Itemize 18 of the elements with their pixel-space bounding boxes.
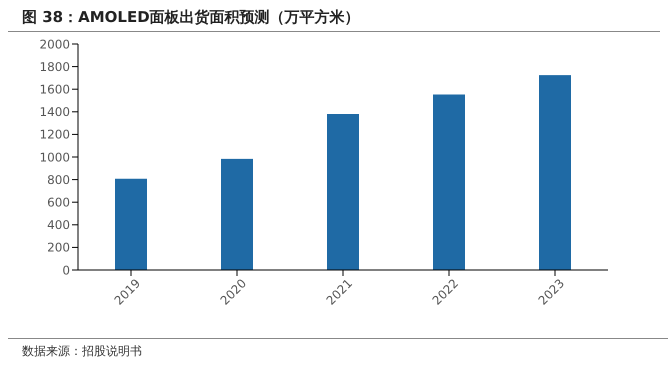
y-tick-label: 800 — [47, 172, 70, 187]
y-tick-label: 1800 — [39, 60, 70, 74]
chart-title: 图 38：AMOLED面板出货面积预测（万平方米） — [8, 8, 660, 32]
y-tick-label: 2000 — [39, 37, 70, 52]
y-tick-label: 600 — [47, 195, 70, 210]
bar — [539, 75, 571, 270]
y-tick-label: 1400 — [39, 105, 70, 120]
y-tick-label: 200 — [47, 240, 70, 255]
bar — [221, 158, 253, 270]
y-tick-label: 1200 — [39, 128, 70, 142]
bar — [115, 178, 147, 270]
source-note: 数据来源：招股说明书 — [22, 343, 143, 360]
bar — [327, 114, 359, 270]
y-tick-label: 400 — [47, 218, 70, 232]
y-tick-label: 1000 — [39, 150, 70, 164]
y-tick-label: 1600 — [39, 82, 70, 96]
y-tick-label: 0 — [62, 263, 70, 278]
bar — [433, 94, 465, 270]
